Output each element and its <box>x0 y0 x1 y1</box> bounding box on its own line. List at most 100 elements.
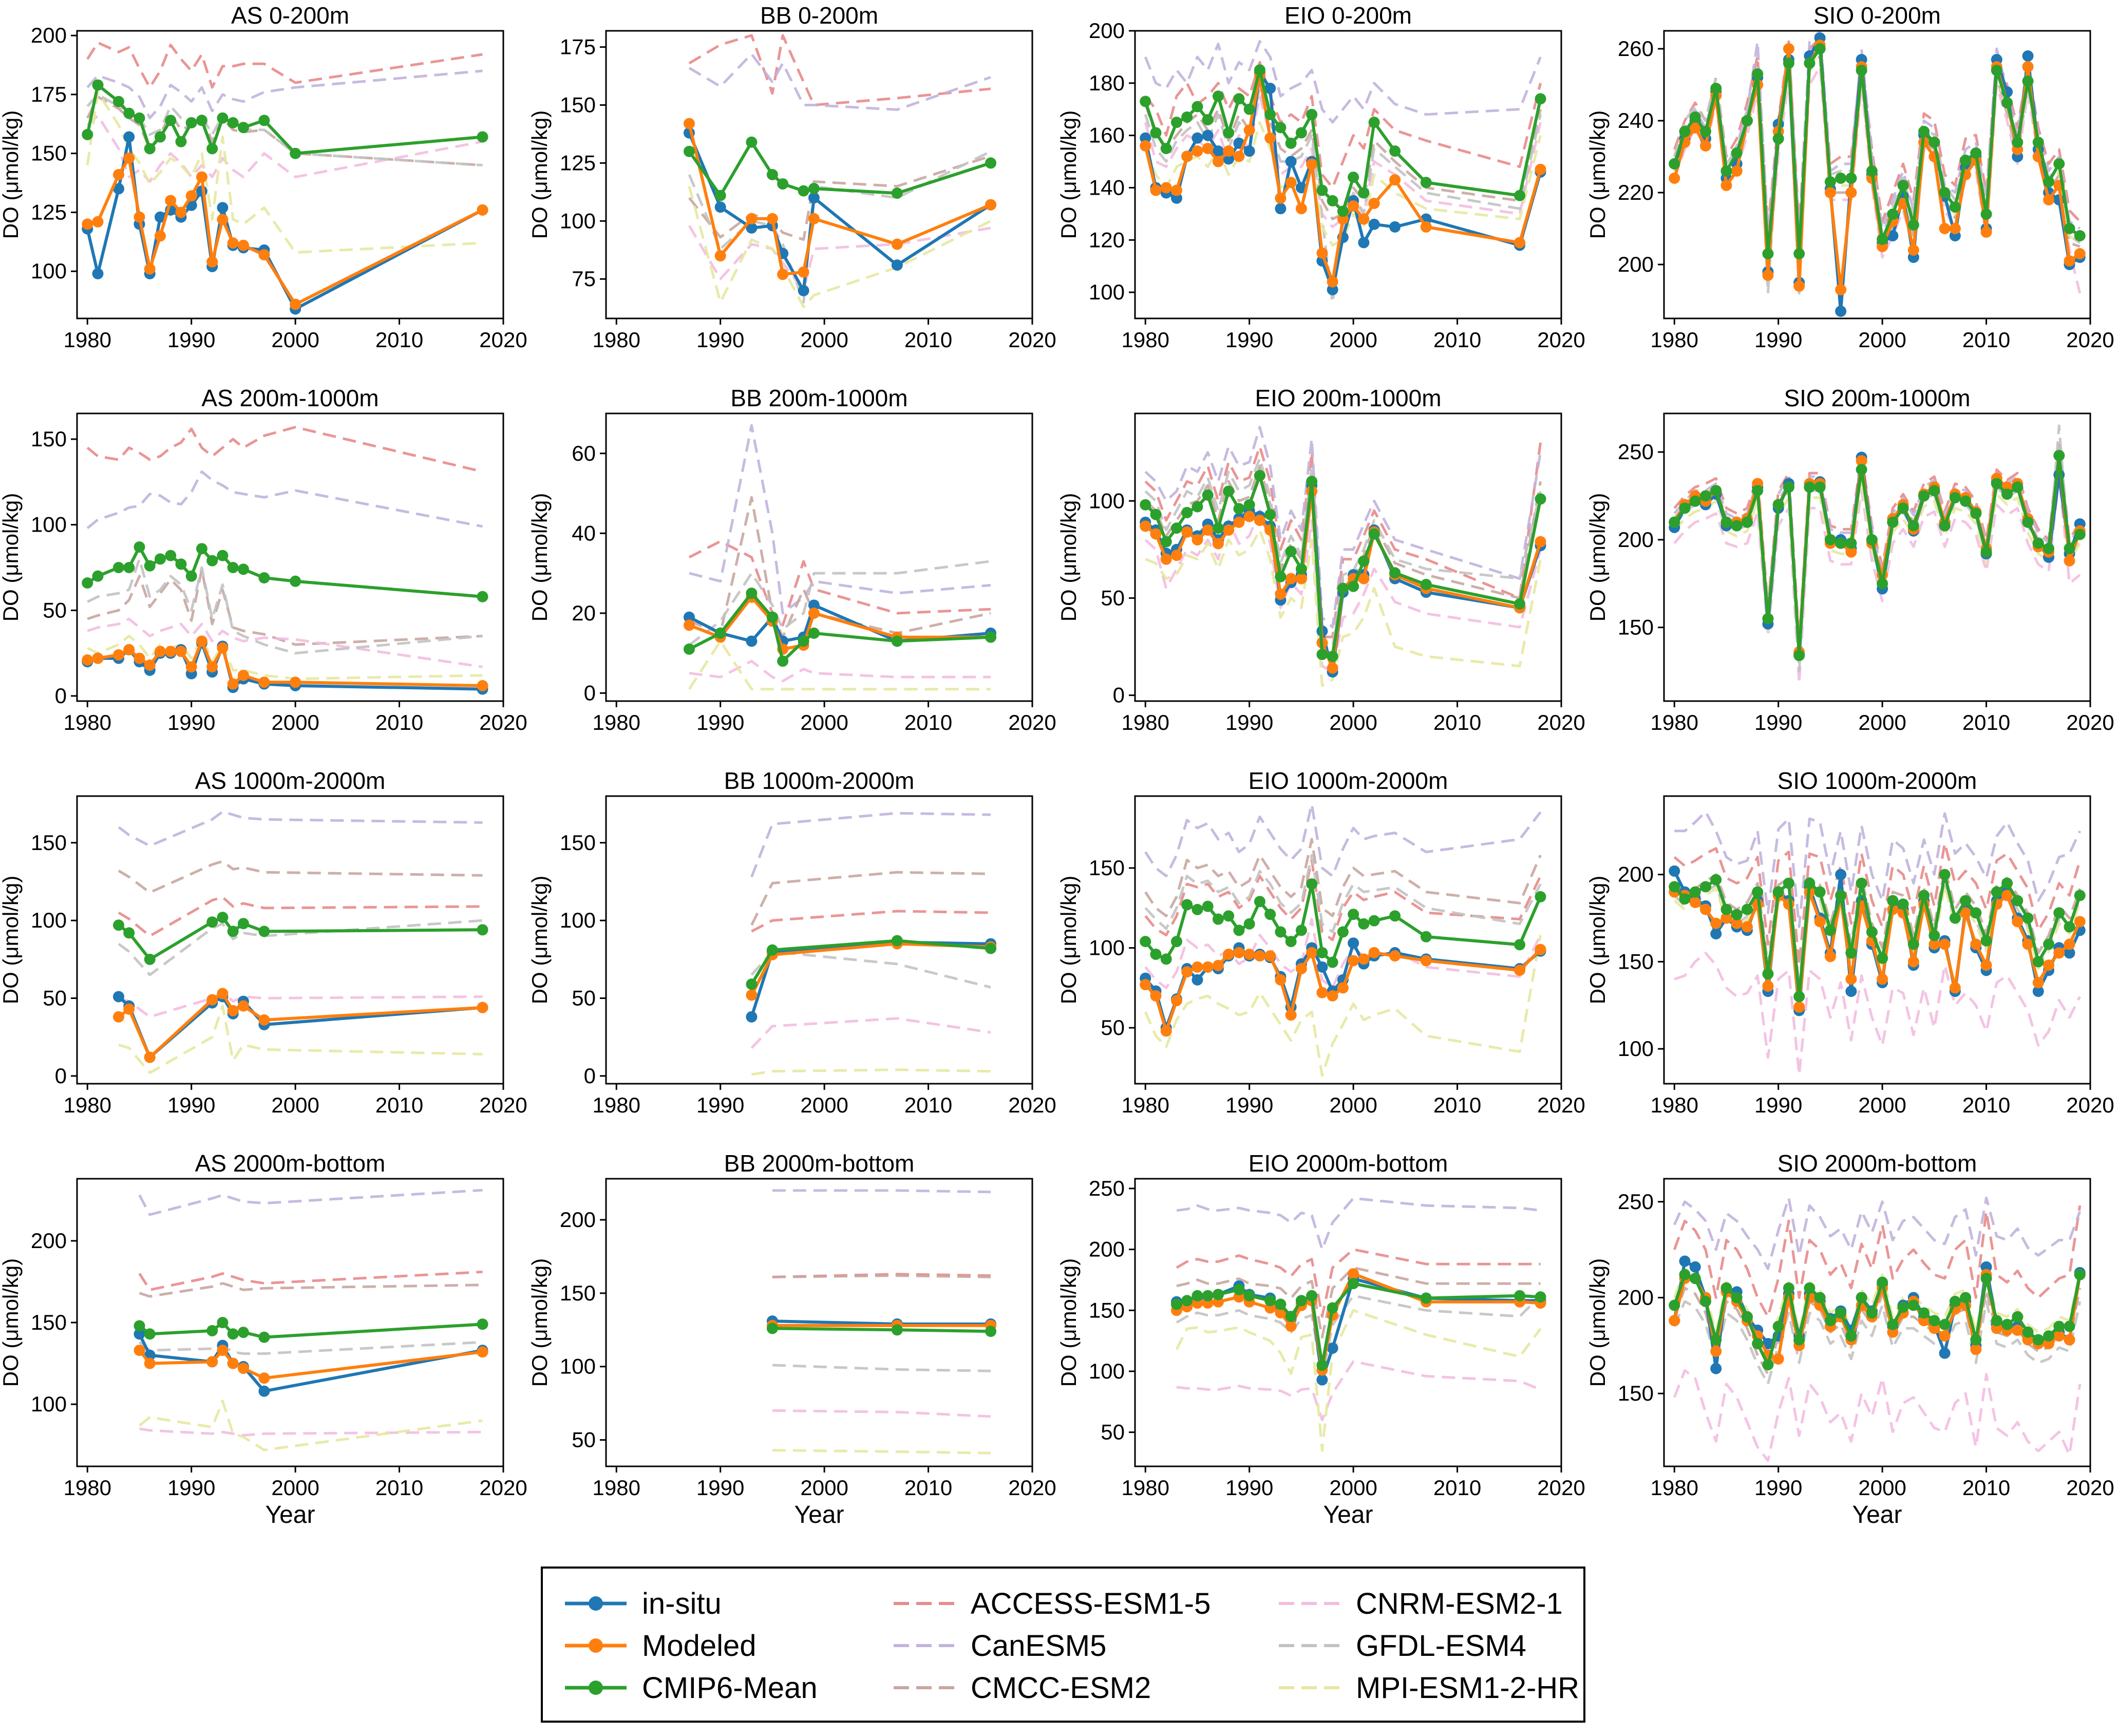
x-tick-label: 1990 <box>1225 710 1273 734</box>
marker-cmip6-mean <box>1243 499 1255 511</box>
marker-modeled <box>985 199 997 211</box>
marker-cmip6-mean <box>1348 172 1359 183</box>
marker-cmip6-mean <box>1389 567 1401 579</box>
marker-cmip6-mean <box>1223 127 1235 139</box>
marker-modeled <box>477 680 488 691</box>
x-tick-label: 1980 <box>593 1093 640 1117</box>
marker-cmip6-mean <box>2053 907 2065 919</box>
marker-modeled <box>1949 982 1961 994</box>
marker-modeled <box>92 652 104 664</box>
marker-cmip6-mean <box>1793 1334 1805 1346</box>
y-tick-label: 50 <box>43 986 67 1010</box>
marker-cmip6-mean <box>1689 886 1701 898</box>
marker-cmip6-mean <box>1949 1295 1961 1307</box>
marker-modeled <box>217 1345 229 1356</box>
marker-modeled <box>2022 938 2034 950</box>
series-group <box>112 810 488 1074</box>
series-line-cnrm-esm2-1 <box>1176 1360 1541 1422</box>
marker-modeled <box>1535 944 1546 955</box>
marker-modeled <box>1150 184 1162 196</box>
series-line-cnrm-esm2-1 <box>1673 475 2081 685</box>
marker-cmip6-mean <box>1783 481 1794 493</box>
legend-label-canesm5: CanESM5 <box>971 1629 1106 1663</box>
marker-cmip6-mean <box>165 115 177 126</box>
marker-modeled <box>1970 1344 1982 1355</box>
plot-frame <box>605 412 1033 702</box>
marker-cmip6-mean <box>144 143 156 155</box>
marker-modeled <box>1140 520 1151 532</box>
marker-cmip6-mean <box>1856 464 1867 476</box>
marker-cmip6-mean <box>2012 137 2024 148</box>
y-tick-label: 150 <box>31 1310 67 1334</box>
series-line-cnrm-esm2-1 <box>689 659 991 683</box>
marker-modeled <box>144 263 156 275</box>
marker-cmip6-mean <box>1358 187 1370 199</box>
series-line-cnrm-esm2-1 <box>139 1427 483 1437</box>
marker-in-situ <box>154 211 166 223</box>
marker-modeled <box>1223 949 1235 960</box>
marker-cmip6-mean <box>144 1328 156 1340</box>
y-tick-label: 120 <box>1089 228 1125 252</box>
marker-modeled <box>1720 180 1732 191</box>
marker-modeled <box>206 1356 218 1368</box>
series-line-canesm5 <box>138 1188 483 1216</box>
series-line-cmip6-mean <box>1673 873 2082 998</box>
panel-title: BB 2000m-bottom <box>724 1150 915 1177</box>
marker-cmip6-mean <box>1741 903 1753 915</box>
series-group <box>1140 426 1546 687</box>
plot-frame <box>1134 1178 1562 1467</box>
marker-cmip6-mean <box>766 611 778 623</box>
y-tick-label: 150 <box>1618 615 1654 639</box>
marker-cmip6-mean <box>1991 65 2002 76</box>
marker-modeled <box>1389 174 1401 186</box>
marker-in-situ <box>1689 1261 1701 1273</box>
marker-modeled <box>112 1011 124 1023</box>
marker-cmip6-mean <box>227 1328 239 1340</box>
plot-frame <box>76 30 504 319</box>
series-group <box>1669 1196 2086 1462</box>
marker-modeled <box>808 213 820 224</box>
marker-modeled <box>1233 947 1245 958</box>
series-group <box>683 424 997 691</box>
marker-cmip6-mean <box>1669 516 1680 528</box>
y-axis-label: DO (μmol/kg) <box>527 110 552 239</box>
x-tick-label: 1990 <box>167 1093 215 1117</box>
legend-label-access-esm1-5: ACCESS-ESM1-5 <box>971 1587 1211 1620</box>
marker-cmip6-mean <box>1679 502 1691 514</box>
marker-modeled <box>1160 1025 1172 1037</box>
marker-modeled <box>1783 43 1794 54</box>
y-tick-label: 0 <box>584 1064 596 1088</box>
marker-cmip6-mean <box>1960 895 1972 907</box>
marker-cmip6-mean <box>1918 490 1930 502</box>
marker-modeled <box>196 171 207 183</box>
marker-modeled <box>1348 955 1359 967</box>
x-tick-label: 2010 <box>375 1093 423 1117</box>
marker-cmip6-mean <box>196 115 207 126</box>
y-axis-label: DO (μmol/kg) <box>1056 493 1081 622</box>
marker-cmip6-mean <box>683 643 695 655</box>
marker-modeled <box>1741 921 1753 933</box>
x-tick-label: 2020 <box>1008 1476 1056 1500</box>
marker-in-situ <box>1140 132 1151 144</box>
marker-cmip6-mean <box>1327 650 1338 662</box>
y-tick-label: 175 <box>560 35 596 59</box>
marker-cmip6-mean <box>217 112 229 124</box>
marker-modeled <box>1275 1307 1287 1319</box>
series-line-canesm5 <box>1144 803 1542 878</box>
marker-in-situ <box>1358 237 1370 249</box>
marker-modeled <box>1699 140 1711 152</box>
marker-modeled <box>1669 1315 1680 1327</box>
marker-cmip6-mean <box>1772 499 1784 511</box>
marker-modeled <box>2022 61 2034 72</box>
series-line-cnrm-esm2-1 <box>688 225 991 292</box>
marker-cmip6-mean <box>1928 930 1940 941</box>
marker-cmip6-mean <box>2064 542 2075 554</box>
y-tick-label: 150 <box>560 831 596 855</box>
marker-cmip6-mean <box>1150 127 1162 139</box>
marker-cmip6-mean <box>1420 1292 1432 1304</box>
marker-modeled <box>1327 662 1338 674</box>
legend-marker-modeled <box>589 1638 603 1653</box>
marker-cmip6-mean <box>1887 209 1899 220</box>
marker-cmip6-mean <box>1140 96 1151 107</box>
marker-cmip6-mean <box>891 935 903 947</box>
